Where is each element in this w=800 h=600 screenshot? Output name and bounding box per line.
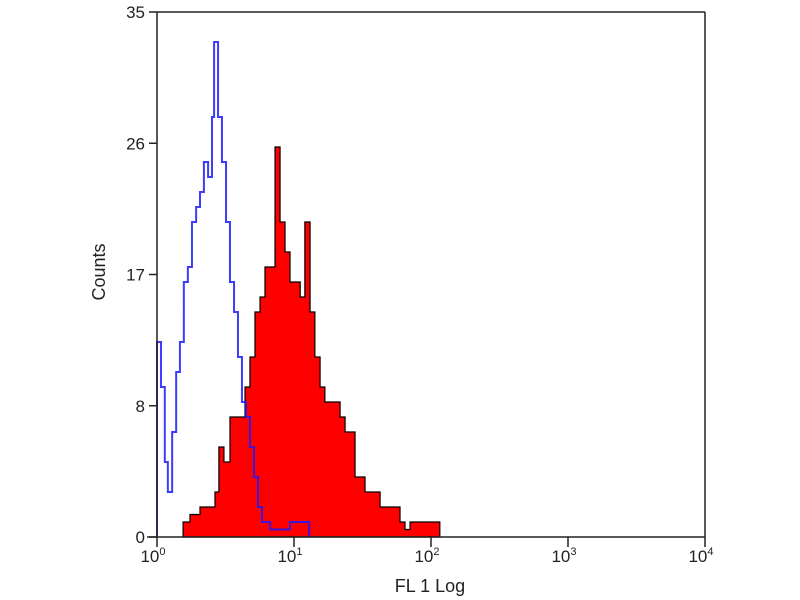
x-tick-exponent: 0 (159, 546, 165, 558)
y-tick-label: 17 (126, 266, 145, 285)
x-tick-label: 103 (551, 546, 576, 566)
series-layer (156, 41, 441, 538)
x-tick-label: 102 (414, 546, 439, 566)
x-tick-exponent: 4 (707, 546, 713, 558)
x-tick-exponent: 3 (570, 546, 576, 558)
y-tick-label: 26 (126, 134, 145, 153)
x-tick-label: 101 (277, 546, 302, 566)
series-0-area (182, 146, 441, 538)
y-tick-label: 0 (136, 528, 145, 547)
series-1-line (156, 41, 311, 537)
x-tick-exponent: 1 (296, 546, 302, 558)
x-axis-label: FL 1 Log (395, 576, 465, 596)
y-tick-label: 8 (136, 397, 145, 416)
x-tick-label: 104 (688, 546, 713, 566)
y-tick-label: 35 (126, 3, 145, 22)
y-axis-label: Counts (89, 243, 109, 300)
x-tick-exponent: 2 (433, 546, 439, 558)
x-tick-label: 100 (140, 546, 165, 566)
